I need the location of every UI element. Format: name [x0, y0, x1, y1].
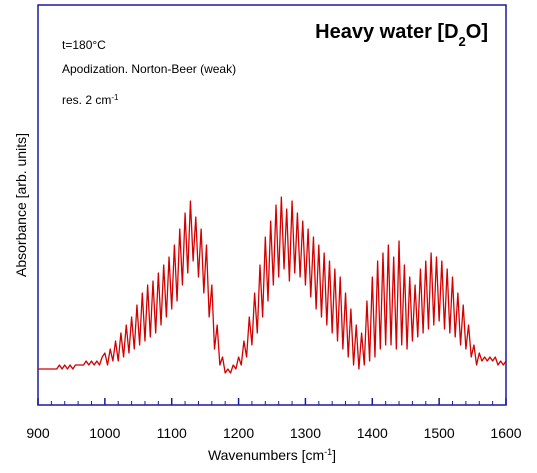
annotation: Apodization. Norton-Beer (weak) [62, 62, 236, 76]
x-tick-label: 1400 [357, 425, 388, 441]
title-subscript: 2 [459, 34, 466, 49]
annotation: t=180°C [62, 38, 106, 52]
annotation-superscript: -1 [111, 93, 119, 102]
x-tick-label: 1500 [424, 425, 455, 441]
x-tick-label: 900 [26, 425, 50, 441]
plot-frame [37, 4, 507, 406]
x-tick-label: 1600 [490, 425, 521, 441]
x-label-part: ] [332, 447, 336, 463]
x-tick-label: 1000 [89, 425, 120, 441]
x-tick-label: 1300 [290, 425, 321, 441]
annotation-part: res. 2 cm [62, 93, 111, 107]
spectrum-line [38, 196, 507, 374]
x-label-part: Wavenumbers [cm [208, 447, 324, 463]
x-tick-label: 1200 [223, 425, 254, 441]
chart-title: Heavy water [D2O] [315, 21, 488, 49]
x-tick-label: 1100 [157, 425, 187, 441]
title-part: O] [466, 21, 488, 43]
x-axis-label: Wavenumbers [cm-1] [208, 447, 336, 463]
title-part: Heavy water [D [315, 21, 458, 43]
x-label-superscript: -1 [324, 447, 332, 457]
y-axis-label: Absorbance [arb. units] [13, 133, 29, 277]
annotation: res. 2 cm-1 [62, 93, 119, 108]
